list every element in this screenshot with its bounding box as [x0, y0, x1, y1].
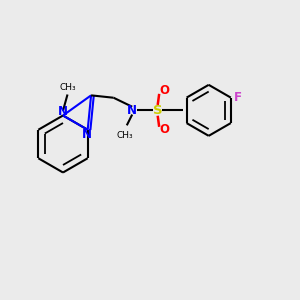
Text: CH₃: CH₃	[59, 83, 76, 92]
Text: N: N	[127, 104, 137, 117]
Text: S: S	[153, 104, 163, 117]
Text: F: F	[234, 91, 242, 104]
Text: O: O	[160, 123, 170, 136]
Text: CH₃: CH₃	[117, 131, 134, 140]
Text: N: N	[57, 105, 68, 118]
Text: O: O	[160, 84, 170, 97]
Text: N: N	[82, 128, 92, 141]
